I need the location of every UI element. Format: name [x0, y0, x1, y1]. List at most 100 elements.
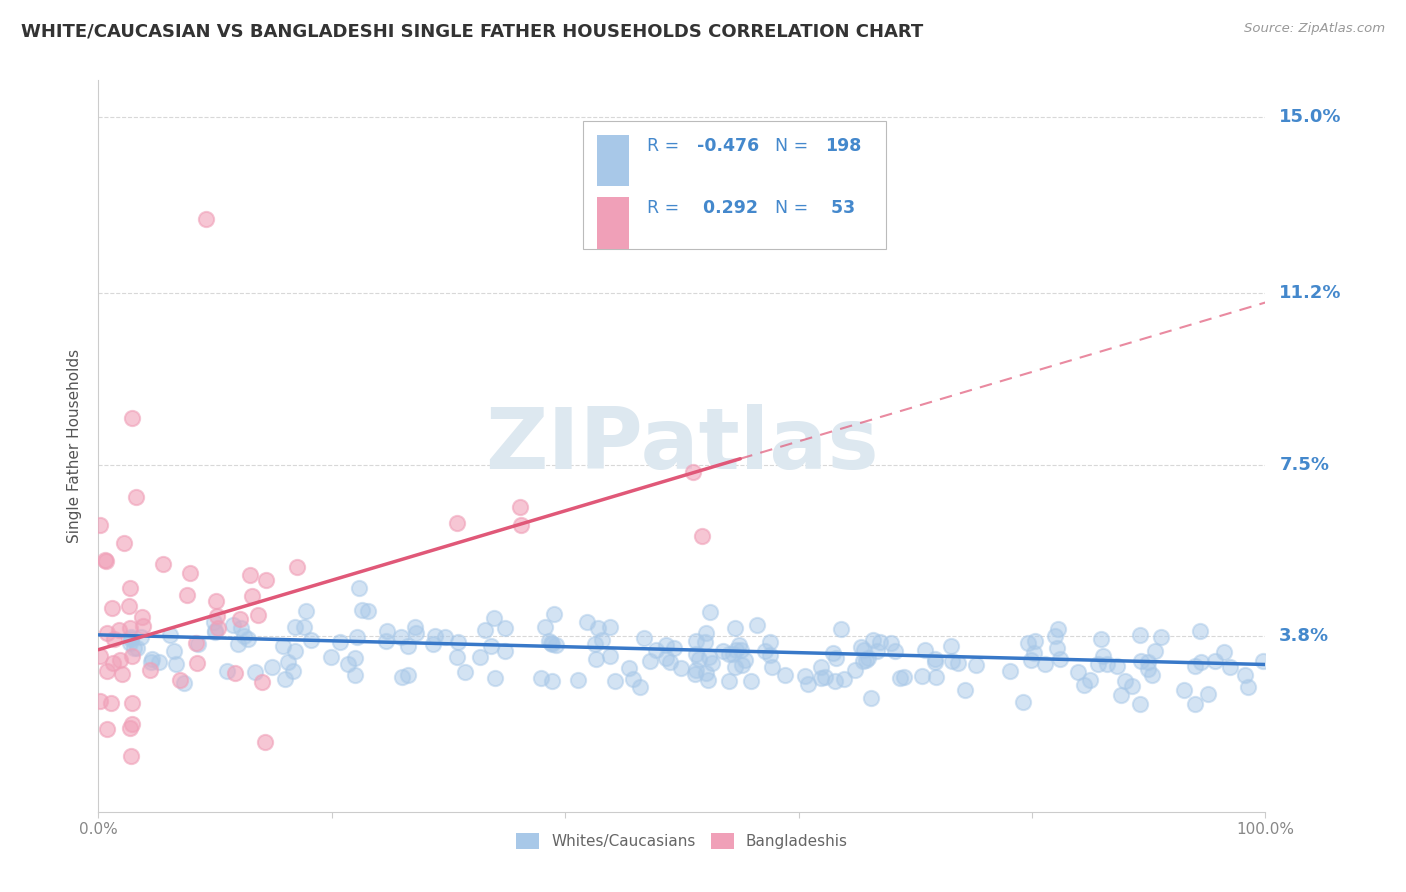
- Point: [586, 621, 609, 635]
- Point: [169, 673, 191, 687]
- Point: [229, 621, 252, 635]
- Point: [271, 639, 294, 653]
- Point: [695, 666, 717, 681]
- Point: [243, 665, 266, 680]
- Point: [998, 664, 1021, 678]
- Point: [747, 618, 769, 632]
- Point: [186, 636, 208, 650]
- Point: [1144, 644, 1167, 658]
- Point: [628, 680, 651, 694]
- Point: [638, 653, 661, 667]
- Point: [662, 641, 685, 656]
- Point: [1091, 649, 1114, 664]
- Point: [1067, 665, 1090, 680]
- Point: [1184, 659, 1206, 673]
- Point: [285, 560, 308, 574]
- Point: [1237, 680, 1260, 694]
- Point: [96, 723, 118, 737]
- Point: [823, 646, 845, 660]
- Point: [583, 637, 606, 651]
- Point: [734, 653, 756, 667]
- Point: [94, 553, 117, 567]
- Point: [1043, 629, 1066, 643]
- Point: [693, 635, 716, 649]
- Point: [120, 749, 142, 764]
- Point: [125, 641, 148, 656]
- Point: [89, 693, 111, 707]
- Point: [509, 518, 531, 533]
- Point: [599, 620, 621, 634]
- Point: [484, 672, 506, 686]
- Point: [727, 638, 749, 652]
- Point: [405, 625, 427, 640]
- Point: [277, 655, 299, 669]
- Point: [1129, 628, 1152, 642]
- Point: [1142, 667, 1164, 681]
- Point: [96, 665, 118, 679]
- Point: [344, 651, 367, 665]
- Point: [107, 623, 129, 637]
- Point: [1197, 687, 1219, 701]
- Point: [205, 594, 228, 608]
- Point: [375, 624, 398, 638]
- Point: [494, 621, 516, 635]
- Point: [730, 643, 752, 657]
- Point: [924, 652, 946, 666]
- Point: [118, 636, 141, 650]
- Point: [425, 629, 447, 643]
- Point: [893, 669, 915, 683]
- Point: [796, 677, 818, 691]
- Point: [530, 671, 553, 685]
- Point: [1212, 645, 1234, 659]
- Point: [605, 673, 627, 688]
- Point: [1184, 697, 1206, 711]
- Text: -0.476: -0.476: [697, 137, 759, 155]
- Point: [862, 633, 884, 648]
- Point: [152, 557, 174, 571]
- Bar: [596, 136, 630, 186]
- Text: 3.8%: 3.8%: [1279, 627, 1330, 645]
- Text: R =: R =: [647, 199, 685, 218]
- Point: [534, 620, 557, 634]
- Point: [139, 655, 162, 669]
- Point: [1017, 636, 1039, 650]
- Point: [260, 659, 283, 673]
- Point: [810, 671, 832, 685]
- Point: [433, 630, 456, 644]
- Point: [202, 615, 225, 629]
- Point: [422, 637, 444, 651]
- Point: [718, 647, 741, 661]
- Point: [121, 648, 143, 663]
- Point: [103, 632, 125, 647]
- Point: [924, 671, 946, 685]
- Point: [141, 651, 163, 665]
- Point: [1033, 657, 1056, 671]
- Point: [396, 668, 419, 682]
- Point: [205, 608, 228, 623]
- Point: [830, 622, 852, 636]
- Point: [889, 672, 911, 686]
- Point: [389, 630, 412, 644]
- Point: [599, 649, 621, 664]
- Text: 0.292: 0.292: [697, 199, 758, 218]
- Point: [585, 651, 607, 665]
- Point: [685, 647, 707, 661]
- Point: [215, 665, 238, 679]
- Point: [723, 660, 745, 674]
- Point: [240, 590, 263, 604]
- Point: [824, 673, 846, 688]
- Point: [226, 637, 249, 651]
- Point: [759, 635, 782, 649]
- Point: [186, 656, 208, 670]
- Point: [111, 666, 134, 681]
- Point: [633, 631, 655, 645]
- Point: [844, 663, 866, 677]
- Point: [544, 638, 567, 652]
- Point: [396, 640, 419, 654]
- Point: [165, 657, 187, 672]
- Point: [695, 625, 717, 640]
- Text: 15.0%: 15.0%: [1279, 108, 1341, 127]
- Point: [575, 615, 598, 629]
- Point: [1022, 646, 1045, 660]
- Point: [644, 643, 666, 657]
